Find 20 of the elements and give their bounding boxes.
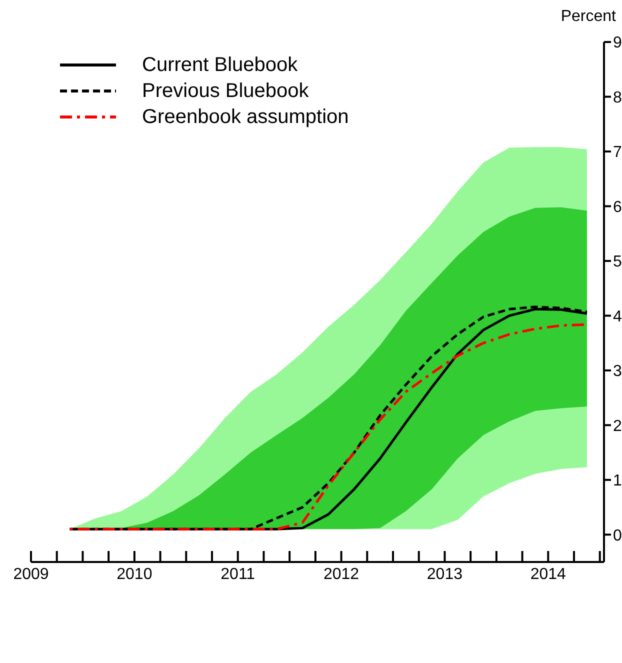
y-tick-label: 5	[613, 254, 622, 271]
y-tick-label: 0	[613, 527, 622, 544]
y-axis-title: Percent	[560, 8, 616, 26]
x-tick-label: 2011	[220, 566, 256, 583]
x-tick-label: 2014	[530, 566, 566, 583]
y-tick-label: 8	[613, 89, 622, 106]
x-tick-label: 2010	[116, 566, 152, 583]
y-tick-label: 4	[613, 308, 622, 326]
legend-label: Previous Bluebook	[142, 80, 309, 102]
legend-label: Greenbook assumption	[142, 106, 349, 128]
y-tick-label: 3	[613, 363, 622, 380]
y-tick-label: 9	[613, 34, 622, 52]
legend-label: Current Bluebook	[142, 54, 298, 76]
y-tick-label: 2	[613, 418, 622, 435]
x-tick-label: 2009	[13, 566, 49, 583]
x-tick-label: 2012	[323, 566, 360, 583]
y-tick-label: 1	[613, 472, 622, 490]
y-tick-label: 6	[613, 198, 622, 216]
y-tick-label: 7	[613, 144, 622, 162]
x-tick-label: 2013	[426, 566, 463, 583]
